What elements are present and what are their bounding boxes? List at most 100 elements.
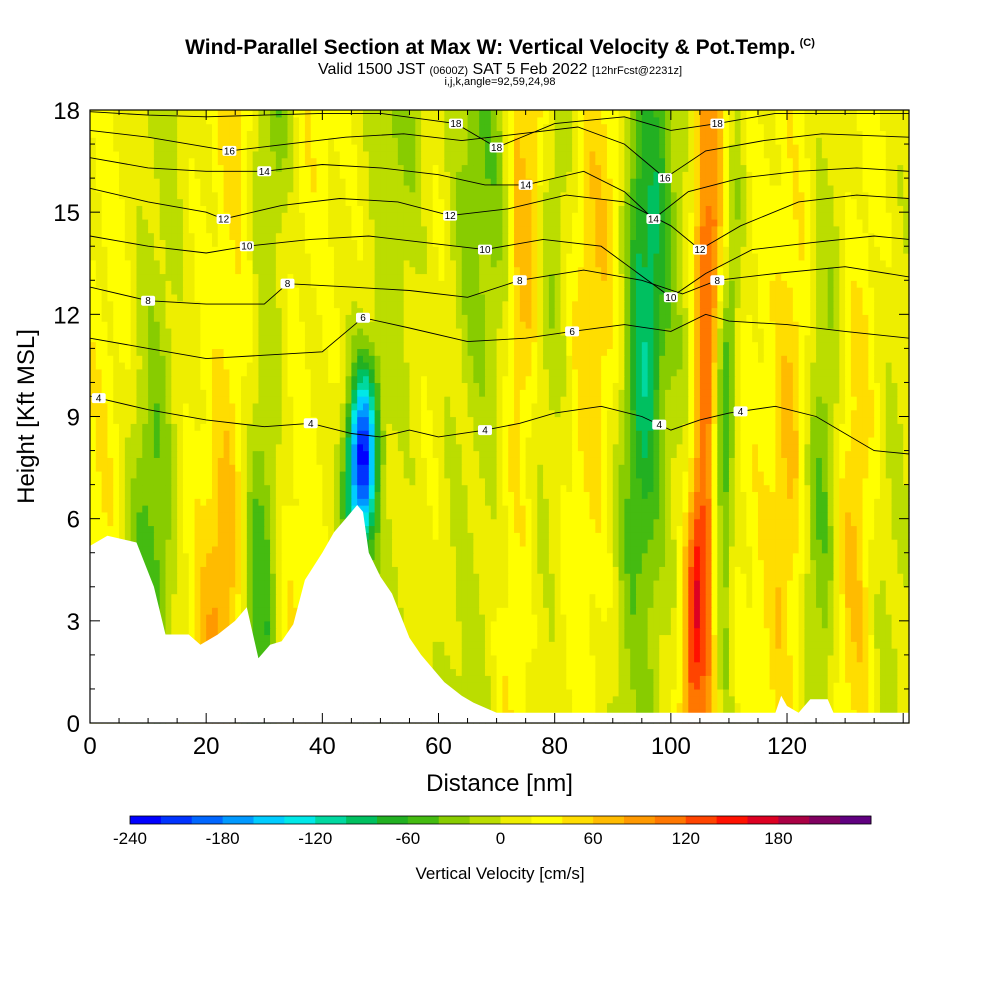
isentrope-label-text: 10 [241, 242, 253, 253]
isentrope-label-box [477, 244, 492, 255]
x-tick-label: 60 [425, 733, 452, 760]
terrain [90, 505, 909, 723]
isentrope-label-box [222, 145, 237, 156]
isentrope-label-16: 16 [222, 145, 237, 157]
isentrope-label-14: 14 [518, 179, 533, 191]
colorbar-swatch [624, 816, 656, 824]
isentrope-label-text: 10 [665, 293, 677, 304]
isentrope-label-text: 4 [308, 419, 314, 430]
isentrope-label-box [443, 210, 458, 221]
terrain-mask [90, 505, 909, 723]
colorbar-swatch [531, 816, 563, 824]
isentrope-label-18: 18 [448, 118, 463, 130]
isentrope-label-text: 12 [694, 245, 706, 256]
colorbar-swatch [500, 816, 532, 824]
copyright-mark: (C) [799, 37, 815, 49]
isentrope-label-4: 4 [477, 425, 492, 437]
isentrope-label-14: 14 [646, 213, 661, 225]
isentrope-label-8: 8 [710, 275, 725, 287]
isentrope-label-text: 18 [491, 143, 503, 154]
isentrope-label-box [303, 418, 318, 429]
y-axis-label: Height [Kft MSL] [13, 329, 40, 504]
x-tick-label: 80 [541, 733, 568, 760]
isentrope-label-box [216, 213, 231, 224]
isentrope-label-text: 4 [656, 420, 662, 431]
colorbar-swatch [593, 816, 625, 824]
colorbar-tick-label: -120 [298, 829, 332, 848]
colorbar-swatch [778, 816, 810, 824]
isentrope-label-text: 6 [569, 327, 575, 338]
colorbar-tick-label: -240 [113, 829, 147, 848]
isentrope-label-8: 8 [512, 275, 527, 287]
isentrope-label-box [710, 275, 725, 286]
colorbar-swatch [346, 816, 378, 824]
colorbar-swatch [438, 816, 471, 824]
isentrope-8 [89, 266, 910, 305]
isentrope-label-text: 12 [445, 211, 457, 222]
isentrope-label-text: 14 [648, 214, 660, 225]
isentrope-10 [89, 235, 910, 298]
isentrope-label-text: 8 [715, 276, 721, 287]
isentrope-label-8: 8 [141, 295, 156, 307]
x-tick-label: 20 [193, 733, 220, 760]
colorbar-swatch [840, 816, 872, 824]
colorbar-swatch [747, 816, 779, 824]
isentrope-label-10: 10 [663, 292, 678, 304]
colorbar-swatch [469, 816, 501, 824]
colorbar-swatch [284, 816, 316, 824]
isentrope-label-10: 10 [477, 244, 492, 256]
isentrope-label-text: 8 [517, 276, 523, 287]
isentrope-label-text: 18 [450, 119, 462, 130]
isentrope-label-box [239, 241, 254, 252]
isentrope-label-text: 4 [96, 394, 102, 405]
isentrope-label-18: 18 [710, 118, 725, 130]
isentrope-label-12: 12 [443, 210, 458, 222]
colorbar-tick-label: 0 [496, 829, 505, 848]
y-tick-label: 15 [53, 200, 80, 227]
x-tick-label: 0 [83, 733, 96, 760]
isentrope-label-box [692, 244, 707, 255]
isentrope-16 [89, 126, 910, 179]
isentrope-label-box [356, 312, 370, 323]
chart-subtitle: Valid 1500 JST (0600Z) SAT 5 Feb 2022 [1… [317, 61, 682, 78]
isentrope-4 [89, 395, 910, 455]
colorbar-swatch [654, 816, 687, 824]
isentrope-label-box [663, 292, 678, 303]
colorbar: -240 -180 -120 -60 0 60 120 180 [113, 815, 872, 848]
isentrope-label-16: 16 [658, 173, 673, 185]
y-tick-label: 6 [67, 507, 80, 534]
y-tick-label: 12 [53, 302, 80, 329]
isentropes: 4 4 4 4 4 6 6 8 8 8 8 10 10 10 12 12 12 14 14 14 16 16 18 18 18 [89, 111, 910, 455]
isentrope-label-box [512, 275, 527, 286]
y-tick-label: 18 [53, 98, 80, 125]
colorbar-swatch [407, 816, 440, 824]
isentrope-label-6: 6 [565, 326, 580, 338]
colorbar-swatch [562, 816, 594, 824]
isentrope-label-box [489, 142, 504, 153]
x-tick-label: 120 [767, 733, 807, 760]
colorbar-border [129, 815, 872, 825]
isentrope-label-box [652, 419, 667, 430]
isentrope-label-text: 14 [259, 167, 271, 178]
axes: 0 20 40 60 80 100 120 0 3 6 9 12 15 18 Distance [nm] He… [13, 98, 909, 797]
isentrope-label-box [518, 179, 533, 190]
isentrope-label-text: 4 [482, 426, 488, 437]
isentrope-label-18: 18 [489, 142, 504, 154]
colorbar-label: Vertical Velocity [cm/s] [415, 864, 585, 883]
isentrope-label-text: 14 [520, 180, 532, 191]
isentrope-label-text: 18 [712, 119, 724, 130]
isentrope-label-text: 10 [479, 245, 491, 256]
isentrope-label-4: 4 [652, 419, 667, 431]
chart-title: Wind-Parallel Section at Max W: Vertical… [185, 36, 815, 59]
isentrope-label-12: 12 [216, 213, 231, 225]
x-tick-label: 100 [651, 733, 691, 760]
isentrope-label-box [257, 166, 272, 177]
isentrope-label-text: 8 [145, 296, 151, 307]
colorbar-tick-label: 120 [672, 829, 700, 848]
isentrope-label-box [91, 393, 106, 404]
isentrope-label-text: 16 [224, 146, 236, 157]
isentrope-label-box [477, 425, 492, 436]
isentrope-label-text: 4 [738, 407, 744, 418]
isentrope-label-10: 10 [239, 241, 254, 253]
colorbar-swatch [377, 816, 409, 824]
